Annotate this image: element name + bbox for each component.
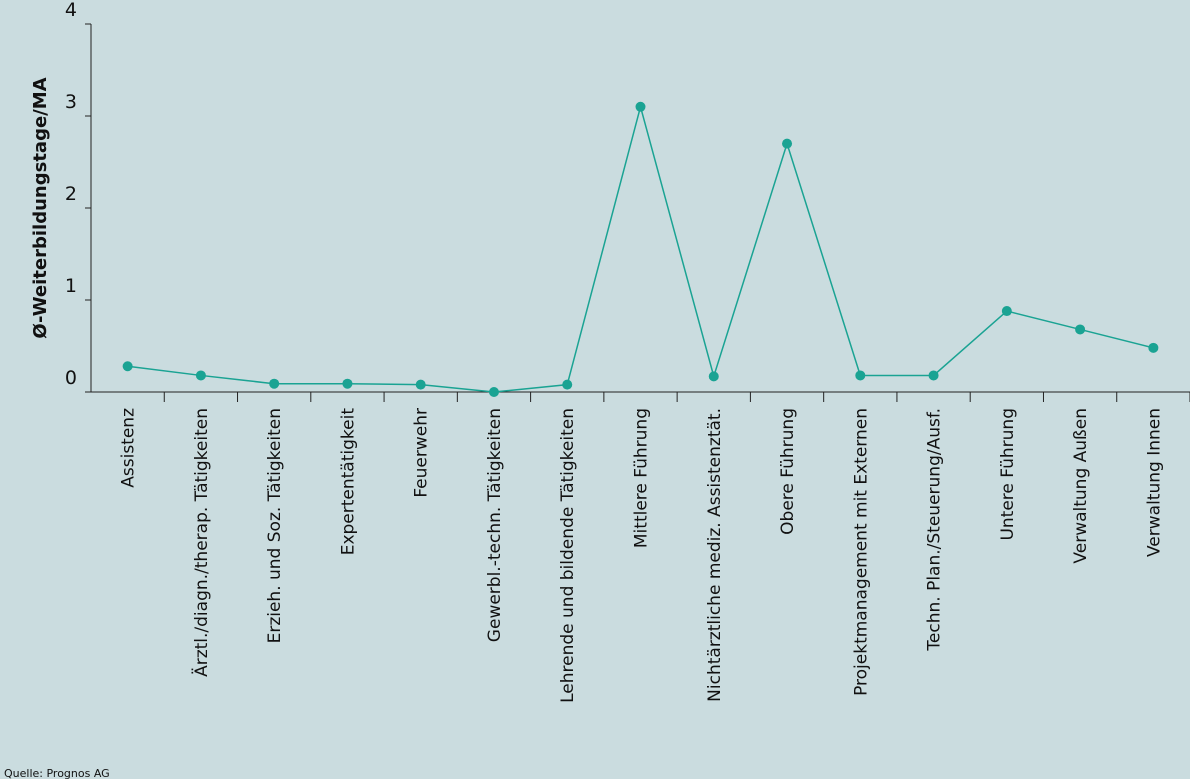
x-tick-label: Gewerbl.-techn. Tätigkeiten xyxy=(485,408,505,642)
y-tick-label: 4 xyxy=(65,0,77,21)
x-tick-label: Verwaltung Innen xyxy=(1144,408,1164,557)
x-tick-label: Nichtärztliche mediz. Assistenztät. xyxy=(705,408,725,702)
y-tick-label: 1 xyxy=(65,275,77,297)
point xyxy=(415,379,426,390)
point xyxy=(635,101,646,112)
x-tick-label: Obere Führung xyxy=(778,408,798,535)
point xyxy=(855,370,866,381)
y-tick-label: 0 xyxy=(65,367,77,389)
x-tick-label: Verwaltung Außen xyxy=(1071,408,1091,564)
point xyxy=(269,378,280,389)
x-tick-label: Expertentätigkeit xyxy=(338,408,358,556)
x-tick-label: Ärztl./diagn./therap. Tätigkeiten xyxy=(191,408,212,677)
point xyxy=(1148,342,1159,353)
point xyxy=(928,370,939,381)
x-tick-label: Feuerwehr xyxy=(412,408,432,498)
point xyxy=(1075,324,1086,335)
source: Quelle: Prognos AG xyxy=(4,767,110,779)
x-tick-label: Assistenz xyxy=(119,408,139,488)
point xyxy=(122,361,133,372)
point xyxy=(488,387,499,397)
y-tick-label: 2 xyxy=(65,183,77,205)
point xyxy=(708,371,719,382)
x-tick-label: Lehrende und bildende Tätigkeiten xyxy=(558,408,578,703)
x-tick-label: Erzieh. und Soz. Tätigkeiten xyxy=(265,408,285,643)
point xyxy=(562,379,573,390)
x-tick-label: Untere Führung xyxy=(998,408,1018,541)
x-tick-label: Projektmanagement mit Externen xyxy=(851,408,871,696)
y-axis-label: Ø-Weiterbildungstage/MA xyxy=(30,77,51,338)
point xyxy=(782,138,793,149)
x-tick-label: Mittlere Führung xyxy=(632,408,652,548)
point xyxy=(195,370,206,381)
point xyxy=(342,378,353,389)
point xyxy=(1001,306,1012,317)
y-tick-label: 3 xyxy=(65,91,77,113)
x-tick-label: Techn. Plan./Steuerung/Ausf. xyxy=(925,408,945,652)
